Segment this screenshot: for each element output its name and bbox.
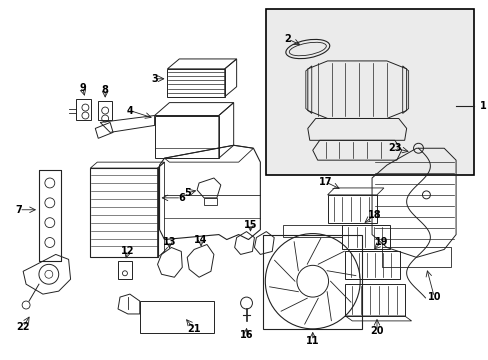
Text: 12: 12 bbox=[121, 247, 134, 256]
Text: 15: 15 bbox=[243, 220, 257, 230]
Text: 7: 7 bbox=[16, 205, 22, 215]
Bar bbox=[39, 170, 61, 261]
Text: 21: 21 bbox=[187, 324, 201, 334]
Bar bbox=[327, 195, 376, 223]
Bar bbox=[90, 168, 157, 257]
Text: 1: 1 bbox=[479, 100, 486, 111]
Text: 2: 2 bbox=[284, 34, 291, 44]
Text: 4: 4 bbox=[126, 105, 133, 116]
Text: 22: 22 bbox=[17, 322, 30, 332]
Bar bbox=[266, 9, 473, 175]
Text: 19: 19 bbox=[374, 237, 388, 247]
Text: 5: 5 bbox=[183, 188, 190, 198]
Text: 20: 20 bbox=[369, 326, 383, 336]
Bar bbox=[118, 261, 132, 279]
Text: 17: 17 bbox=[318, 177, 332, 187]
Text: 3: 3 bbox=[151, 74, 158, 84]
Text: 9: 9 bbox=[79, 83, 85, 93]
Text: 13: 13 bbox=[163, 237, 176, 247]
Text: 6: 6 bbox=[178, 193, 184, 203]
Text: 11: 11 bbox=[305, 336, 319, 346]
Bar bbox=[263, 235, 362, 329]
Bar bbox=[98, 100, 112, 121]
Bar bbox=[345, 251, 399, 279]
Text: 16: 16 bbox=[239, 330, 253, 340]
Text: 18: 18 bbox=[367, 210, 381, 220]
Text: 8: 8 bbox=[102, 85, 108, 95]
Bar bbox=[342, 225, 389, 249]
Text: 10: 10 bbox=[427, 292, 440, 302]
Text: 14: 14 bbox=[194, 234, 207, 244]
Bar bbox=[75, 99, 91, 121]
Bar bbox=[140, 301, 213, 333]
Text: 23: 23 bbox=[387, 143, 401, 153]
Bar bbox=[345, 284, 404, 316]
Bar bbox=[283, 225, 342, 237]
